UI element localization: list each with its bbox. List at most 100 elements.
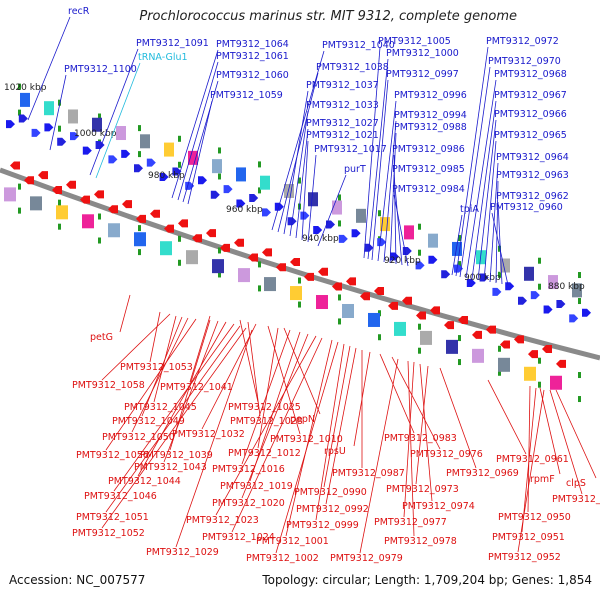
forward-label-leader [283,90,309,235]
forward-gene-label: PMT9312_0988 [394,122,467,133]
feature-box-outer [472,348,484,363]
scale-tick [578,298,581,305]
feature-box-outer [342,303,354,318]
reverse-gene-arrow [10,161,20,170]
forward-gene-arrow [351,229,361,238]
reverse-gene-arrow [458,316,468,325]
forward-gene-arrow [146,158,156,167]
scale-tick [538,381,541,388]
reverse-gene-arrow [52,185,62,194]
reverse-label-leader [163,320,219,463]
forward-label-leader [27,16,71,121]
forward-gene-arrow [390,252,399,261]
scale-tick [538,283,541,290]
reverse-gene-label: PMT9312_0950 [498,512,571,523]
feature-box-outer [394,321,406,336]
reverse-label-leader [105,318,197,451]
reverse-gene-arrow [430,306,440,315]
reverse-gene-label: PMT9312_1044 [108,476,181,487]
reverse-gene-label: PMT9312_1045 [124,402,197,413]
forward-gene-arrow [31,128,41,137]
scale-tick [98,113,101,120]
reverse-gene-label: PMT9312_0978 [384,536,457,547]
forward-gene-label: PMT9312_1037 [306,80,379,91]
feature-box-inner [236,167,246,182]
forward-label-leader [301,140,309,241]
reverse-gene-arrow [514,335,524,344]
reverse-gene-label: PMT9312_1050 [102,432,175,443]
reverse-label-leader [285,339,333,537]
feature-box-outer [420,330,432,345]
reverse-label-leader [487,379,527,455]
scale-tick [218,271,221,278]
reverse-gene-arrow [276,263,286,272]
feature-box-outer [550,375,562,390]
reverse-label-leader [403,361,415,518]
forward-gene-label: PMT9312_1061 [216,51,289,62]
reverse-gene-label: PMT9312_0973 [386,484,459,495]
reverse-gene-label: PMT9312_1058 [72,380,145,391]
reverse-gene-arrow [206,229,216,238]
forward-gene-label: PMT9312_1021 [306,130,379,141]
forward-gene-label: PMT9312_1005 [378,36,451,47]
forward-label-leader [393,174,403,266]
reverse-gene-arrow [486,325,496,334]
feature-box-inner [572,283,582,298]
forward-label-leader [471,100,497,280]
forward-gene-label: PMT9312_0970 [488,56,561,67]
forward-gene-arrow [210,190,220,199]
reverse-gene-label: PMT9312_1041 [160,382,233,393]
forward-gene-arrow [428,255,438,264]
scale-tick [298,277,301,284]
feature-box-outer [446,339,458,354]
reverse-gene-arrow [164,224,174,233]
reverse-gene-label: PMT9312_1019 [220,481,293,492]
reverse-gene-arrow [360,292,370,301]
reverse-label-leader [113,323,235,492]
reverse-gene-arrow [444,321,454,330]
reverse-label-leader [353,351,371,447]
scale-tick [18,109,21,116]
forward-label-leader [49,74,67,151]
scale-label: 900 kbp [464,273,501,283]
scale-tick [538,257,541,264]
forward-gene-label: PMT9312_0964 [496,152,569,163]
reverse-label-leader [275,341,339,554]
reverse-label-leader [215,335,317,516]
feature-box-outer [524,366,536,381]
reverse-gene-label: PMT9312_0987 [332,468,405,479]
reverse-label-leader [323,345,351,488]
reverse-gene-label: PMT9312_0992 [296,504,369,515]
reverse-label-leader [241,333,309,499]
scale-tick [138,225,141,232]
forward-label-leader [317,174,347,247]
forward-gene-arrow [582,308,591,317]
forward-gene-label: PMT9312_0968 [494,69,567,80]
reverse-gene-label: PMT9312_0979 [330,553,403,564]
forward-label-leader [295,128,309,239]
forward-gene-label: PMT9312_0985 [392,164,465,175]
forward-label-leader [171,49,219,199]
reverse-gene-arrow [248,253,258,262]
feature-box-outer [264,277,276,292]
forward-gene-arrow [70,132,79,141]
reverse-gene-arrow [108,205,118,214]
reverse-label-leader [249,331,301,482]
forward-gene-label: PMT9312_0967 [494,90,567,101]
forward-gene-label: PMT9312_1033 [306,100,379,111]
reverse-gene-label: PMT9312_0951 [492,532,565,543]
forward-gene-label: PMT9312_1060 [216,70,289,81]
feature-box-outer [238,268,250,283]
scale-tick [18,207,21,214]
forward-gene-arrow [57,137,67,146]
reverse-gene-arrow [318,267,328,276]
scale-tick [578,272,581,279]
reverse-label-leader [231,337,323,533]
scale-tick [178,235,181,242]
feature-box-inner [92,117,102,132]
scale-tick [418,323,421,330]
reverse-gene-label: PMT9312_1046 [84,491,157,502]
forward-label-leader [459,66,491,278]
forward-label-leader [307,154,317,243]
feature-box-inner [524,266,534,281]
